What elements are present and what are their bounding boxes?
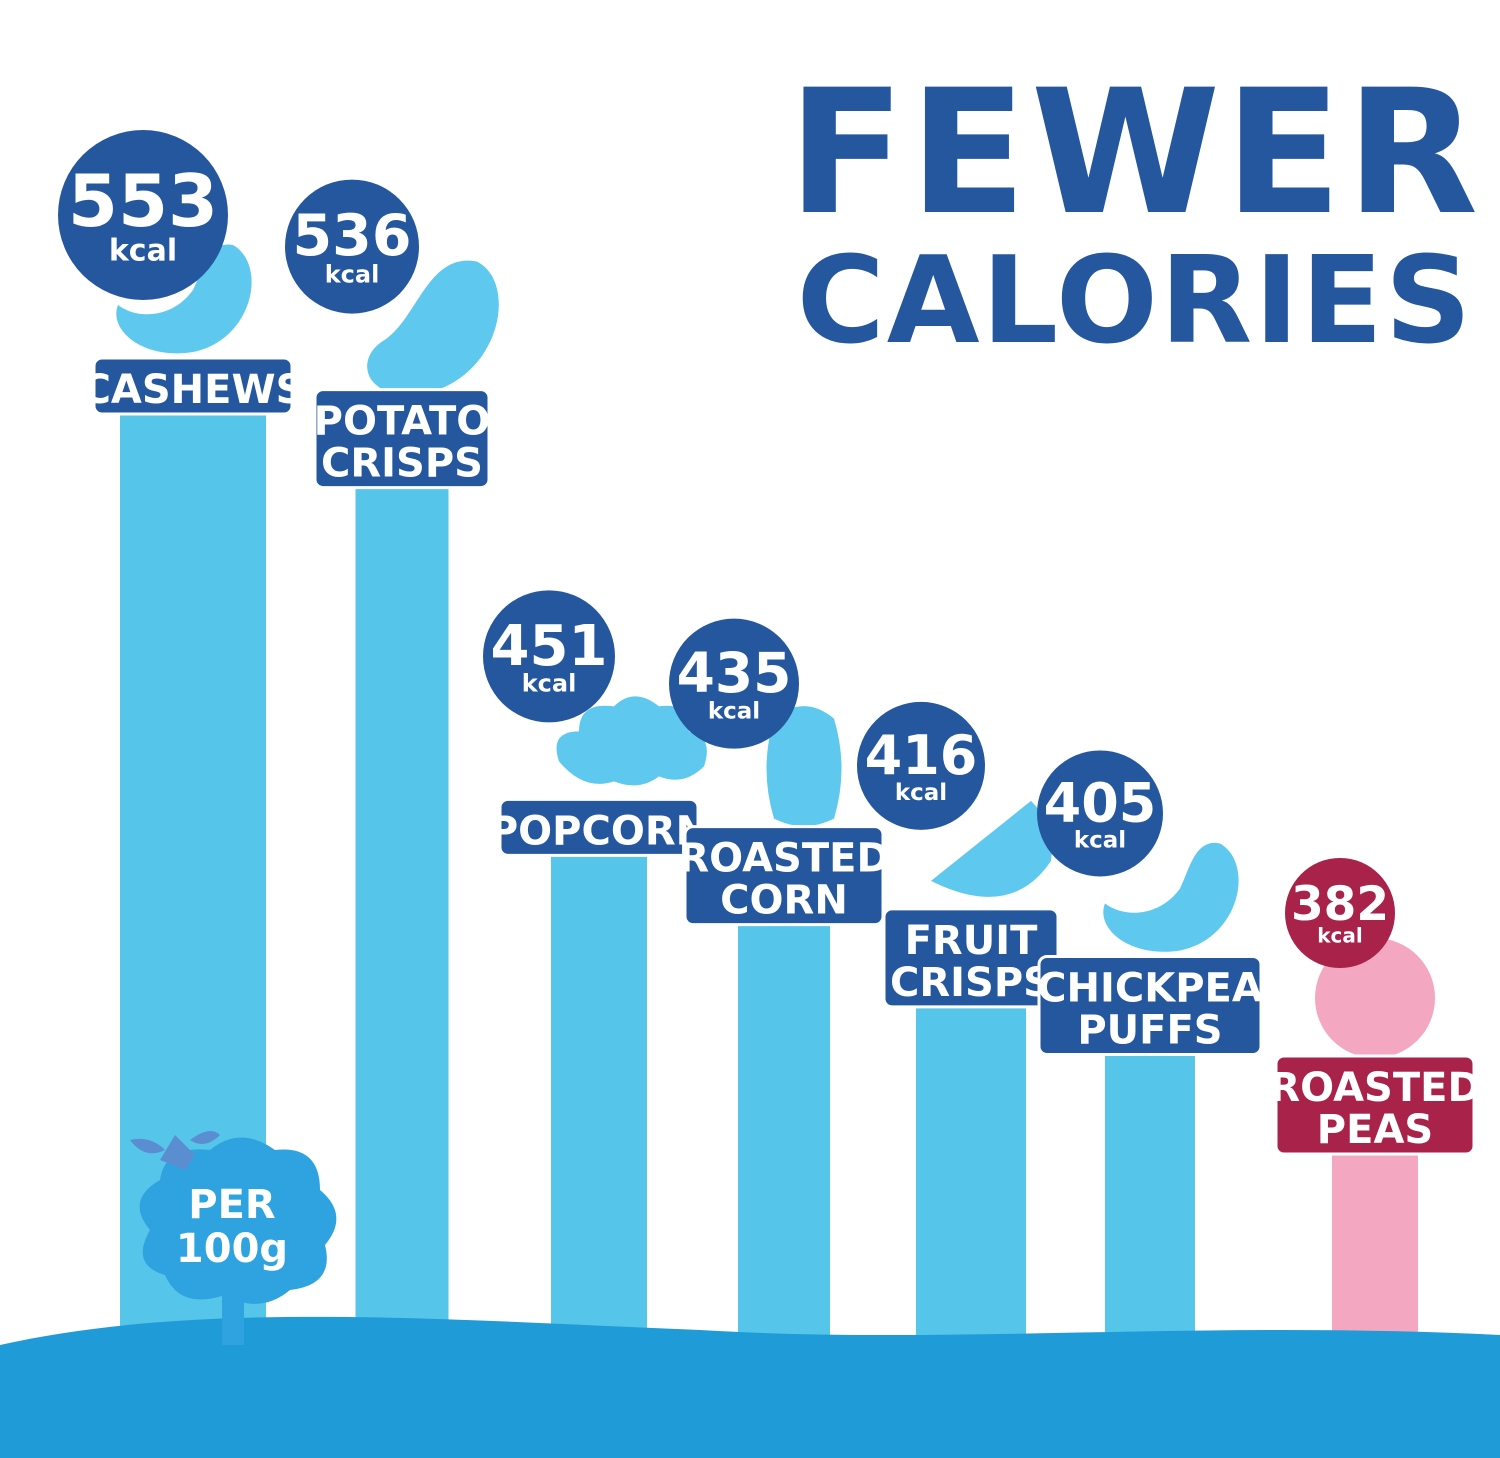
tree-canopy (139, 1137, 337, 1304)
title-line-1: FEWER (788, 52, 1483, 253)
bird-icon (130, 1131, 220, 1170)
bar-1 (355, 463, 449, 1340)
unit-label-5: kcal (1074, 827, 1126, 853)
value-bubble-0 (58, 130, 228, 300)
unit-label-2: kcal (522, 670, 577, 698)
category-label-6-0: ROASTED (1269, 1065, 1480, 1111)
value-label-6: 382 (1291, 877, 1389, 932)
category-label-box-0 (92, 356, 294, 416)
value-bubble-1 (285, 179, 419, 314)
unit-label-6: kcal (1317, 924, 1363, 948)
labels-layer: CASHEWS553kcalPOTATOCRISPS536kcalPOPCORN… (58, 130, 1481, 1156)
bars-layer (120, 390, 1418, 1340)
value-bubble-2 (483, 590, 615, 723)
unit-badge: PER 100g (176, 1182, 288, 1272)
corn-kernel-icon (766, 706, 842, 827)
category-label-box-5 (1037, 954, 1263, 1056)
title-line-2: CALORIES (797, 232, 1474, 371)
category-label-3-1: CORN (720, 878, 848, 924)
bar-6 (1332, 1130, 1418, 1340)
unit-label-3: kcal (708, 698, 760, 724)
chart-title: FEWER CALORIES (788, 52, 1483, 371)
apple-slice-icon (931, 800, 1052, 897)
category-label-0-0: CASHEWS (82, 367, 305, 413)
popcorn-icon (556, 696, 707, 786)
ground-layer (0, 1316, 1500, 1458)
value-bubble-3 (669, 618, 799, 749)
category-label-1-1: CRISPS (321, 441, 483, 487)
category-label-box-3 (683, 825, 885, 927)
unit-badge-line-2: 100g (176, 1226, 288, 1272)
value-bubble-5 (1037, 750, 1163, 877)
cashew-icon (116, 244, 252, 354)
category-label-6-1: PEAS (1317, 1107, 1433, 1153)
potato-crisp-icon (367, 260, 499, 395)
bar-3 (738, 900, 830, 1340)
category-label-box-1 (313, 388, 491, 490)
bar-4 (916, 982, 1026, 1340)
unit-label-0: kcal (109, 233, 177, 268)
value-label-2: 451 (491, 614, 608, 679)
icons-layer (116, 244, 1435, 1058)
category-label-4-0: FRUIT (905, 918, 1038, 964)
value-bubble-4 (857, 701, 985, 830)
category-label-3-0: ROASTED (678, 836, 889, 882)
value-bubble-6 (1285, 858, 1395, 968)
value-label-0: 553 (68, 159, 218, 243)
unit-badge-line-1: PER (188, 1182, 275, 1228)
value-label-1: 536 (293, 203, 412, 269)
unit-label-4: kcal (895, 780, 947, 806)
value-label-3: 435 (677, 641, 792, 705)
pea-icon (1315, 938, 1435, 1058)
bar-2 (551, 831, 647, 1340)
unit-label-1: kcal (325, 260, 380, 288)
tree-layer (130, 1131, 337, 1345)
category-label-5-0: CHICKPEA (1037, 965, 1263, 1011)
category-label-2-0: POPCORN (489, 808, 709, 854)
ground-wave (0, 1316, 1500, 1458)
category-label-box-6 (1274, 1054, 1476, 1156)
category-label-5-1: PUFFS (1077, 1007, 1222, 1053)
chickpea-puff-icon (1103, 842, 1239, 952)
value-label-5: 405 (1044, 772, 1157, 835)
category-label-4-1: CRISPS (890, 960, 1052, 1006)
value-label-4: 416 (865, 724, 978, 787)
bar-5 (1105, 1030, 1195, 1340)
category-label-1-0: POTATO (314, 399, 491, 445)
